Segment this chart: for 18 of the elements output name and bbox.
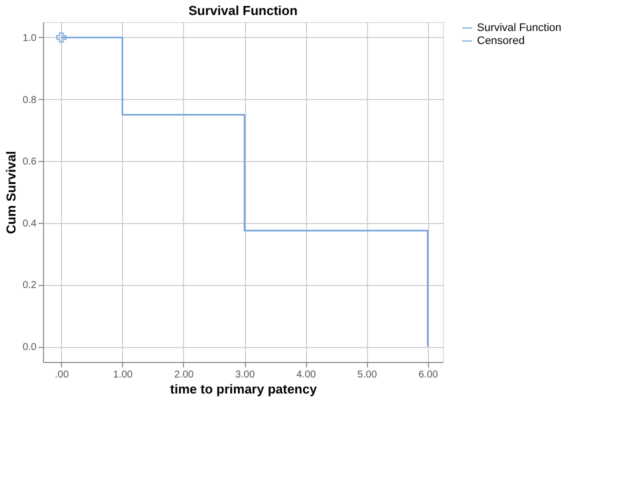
y-tick-label: 0.6 [22, 156, 37, 168]
x-tick-label: .00 [54, 370, 70, 380]
x-tick-label: 3.00 [235, 370, 256, 380]
legend-label: Censored [477, 35, 525, 47]
x-tick-label: 1.00 [113, 370, 134, 380]
y-tick-label: 0.4 [22, 218, 37, 230]
y-tick-label: 0.0 [22, 342, 37, 354]
y-tick-label: 0.8 [22, 94, 37, 106]
legend-label: Survival Function [477, 22, 562, 34]
y-axis-title: Cum Survival [4, 150, 19, 234]
y-tick-label: 0.2 [22, 280, 37, 292]
y-tick-label: 1.0 [22, 32, 37, 44]
x-tick-label: 2.00 [174, 370, 194, 380]
chart-title: Survival Function [188, 3, 298, 18]
x-axis-title: time to primary patency [170, 382, 318, 396]
x-tick-label: 5.00 [357, 370, 378, 380]
x-tick-label: 6.00 [418, 370, 438, 380]
x-tick-label: 4.00 [296, 370, 316, 380]
